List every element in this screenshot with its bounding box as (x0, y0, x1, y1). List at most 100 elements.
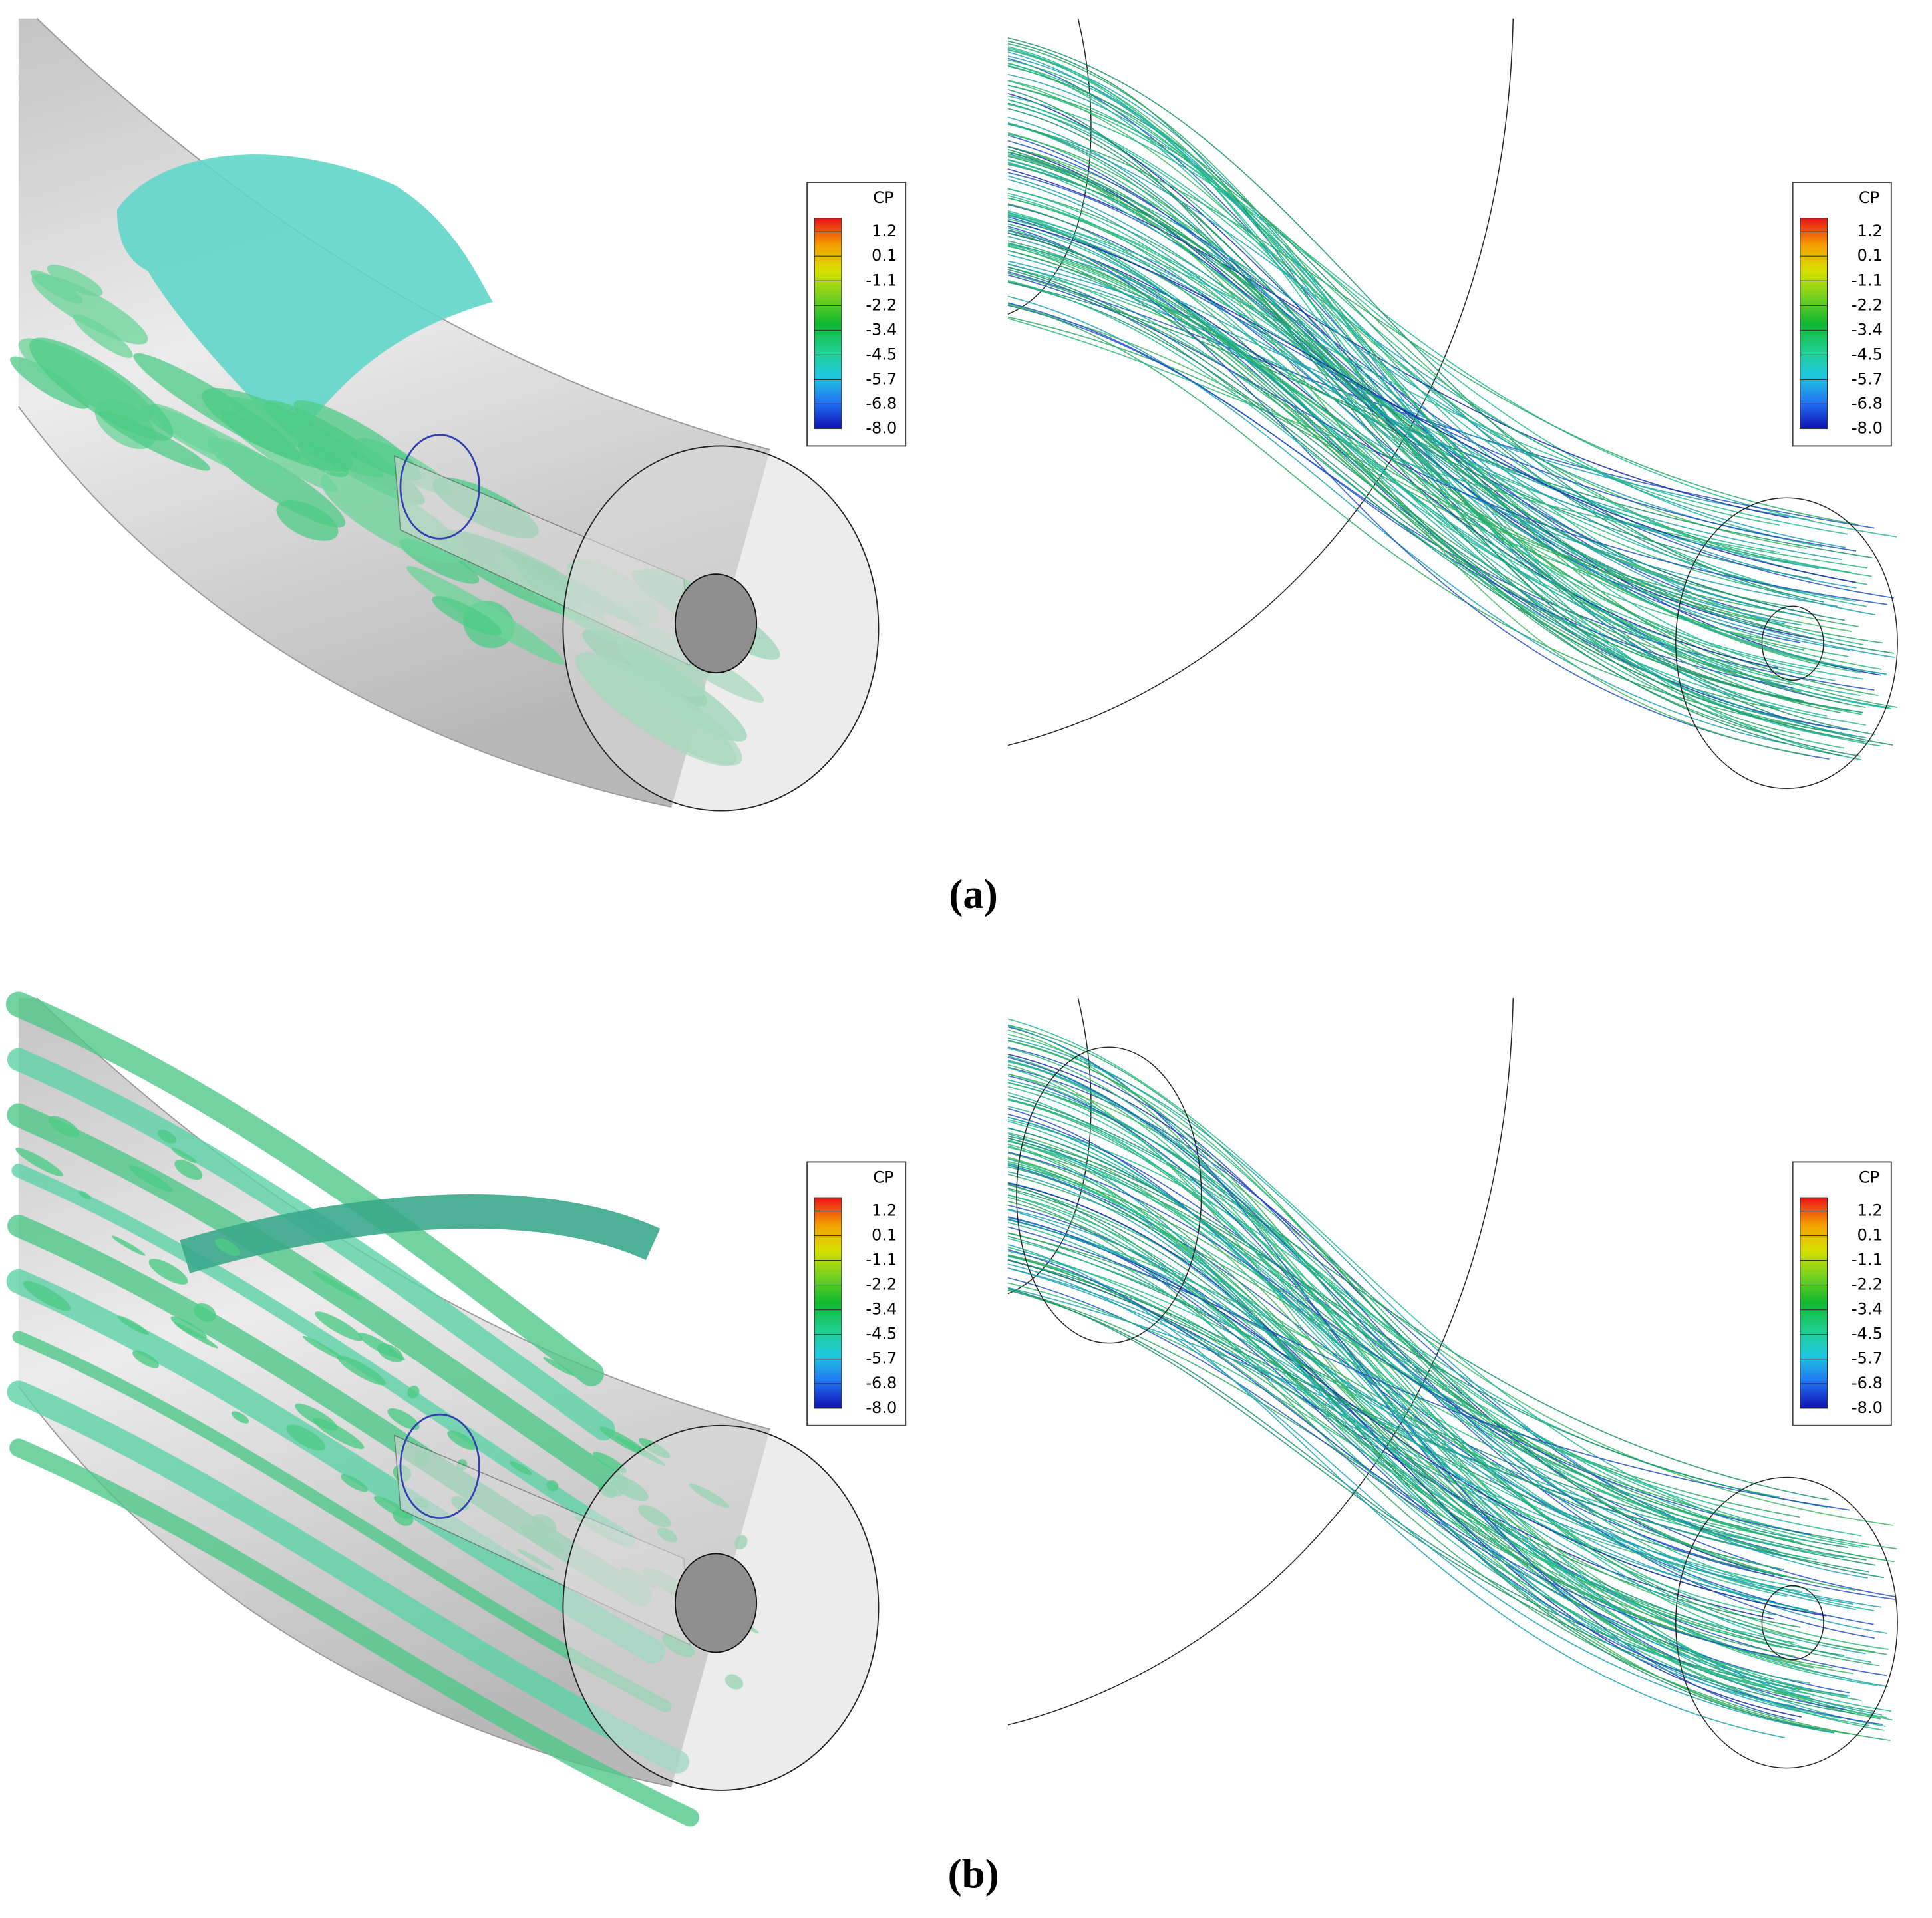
colorbar-label: -3.4 (866, 320, 897, 339)
streamline (1007, 1060, 1842, 1719)
domain-arc (1007, 998, 1514, 1726)
vortex-blob (157, 1129, 177, 1144)
streamline (1007, 49, 1776, 708)
streamline (1007, 1029, 1846, 1678)
streamline (1007, 122, 1846, 548)
vortex-tube (5, 991, 604, 1386)
vortex-blob (406, 566, 565, 665)
colorbar: CP 1.2 0.1 -1.1 -2.2 -3.4 -4.5 -5.7 -6.8 -8.0 (1792, 1161, 1892, 1426)
streamline-view (1007, 997, 1898, 1769)
colorbar-title: CP (873, 1168, 893, 1187)
inner-inlet (399, 1413, 480, 1519)
vortex-blob (340, 1474, 369, 1492)
streamline (1007, 1146, 1895, 1563)
streamline (1007, 1067, 1886, 1727)
streamline (1007, 295, 1786, 744)
subfigure-caption: (b) (948, 1850, 999, 1897)
figure-row: CP 1.2 0.1 -1.1 -2.2 -3.4 -4.5 -5.7 -6.8 -8.0 CP 1.… (5, 991, 1898, 1827)
inner-outlet (675, 1553, 758, 1653)
colorbar-label: -3.4 (1852, 320, 1883, 339)
streamline (1007, 243, 1820, 569)
colorbar-label: -5.7 (866, 1349, 897, 1368)
vortex-sheet (116, 154, 493, 444)
streamline (1007, 1152, 1862, 1701)
vortex-blob (303, 1336, 344, 1360)
vortex-blob (407, 1385, 420, 1399)
streamline (1007, 146, 1849, 669)
streamline (1007, 273, 1785, 613)
streamline (1007, 1092, 1844, 1559)
streamline (1007, 1194, 1809, 1653)
colorbar-label: -4.5 (1852, 1325, 1883, 1343)
streamline (1007, 37, 1824, 603)
colorbar-label: -4.5 (866, 1325, 897, 1343)
streamline (1007, 1094, 1830, 1501)
streamline (1007, 43, 1866, 708)
colorbar-label: 0.1 (1857, 246, 1883, 265)
vortex-blob (78, 1190, 92, 1199)
streamline (1007, 1201, 1833, 1669)
vortex-blob (194, 1303, 216, 1322)
streamline (1007, 1056, 1875, 1639)
streamline (1007, 159, 1876, 615)
streamline (1007, 1182, 1802, 1718)
streamline (1007, 215, 1895, 658)
isosurface-view (10, 18, 880, 812)
streamline (1007, 156, 1787, 633)
vortex-blob (373, 1496, 411, 1519)
vortex-blob (128, 1165, 173, 1192)
colorbar-label: 0.1 (872, 246, 897, 265)
vortex-blob (297, 440, 349, 478)
streamline (1007, 99, 1867, 607)
streamline (1007, 263, 1836, 681)
vortex-tube (9, 1438, 699, 1827)
vortex-blob (377, 1343, 404, 1363)
vortex-blob (174, 1322, 218, 1349)
colorbar-bar (1800, 218, 1828, 430)
vortex-tube (7, 1103, 628, 1497)
inlet-ring (1016, 1046, 1202, 1344)
streamline (1007, 1267, 1853, 1605)
vortex-blob (387, 1408, 420, 1430)
streamline (1007, 1249, 1786, 1659)
streamline (1007, 212, 1861, 696)
streamline (1007, 1188, 1845, 1657)
vortex-blob (276, 500, 339, 541)
streamline (1007, 151, 1841, 713)
streamline (1007, 269, 1867, 743)
streamline (1007, 1162, 1862, 1537)
streamline (1007, 1189, 1810, 1684)
colorbar-label: -2.2 (866, 1275, 897, 1294)
vortex-blob (546, 1480, 559, 1492)
vortex-blob (133, 353, 301, 460)
streamline (1007, 1024, 1855, 1591)
streamline (1007, 1237, 1778, 1547)
inner-inlet (399, 434, 480, 540)
streamline (1007, 254, 1838, 607)
streamline (1007, 1106, 1875, 1611)
colorbar-label: -1.1 (1852, 1251, 1883, 1269)
vortex-blob (293, 400, 422, 481)
streamline (1007, 172, 1801, 643)
colorbar-label: 1.2 (1857, 1201, 1883, 1220)
vortex-blob (315, 1311, 363, 1341)
colorbar-label: 1.2 (872, 1201, 897, 1220)
streamline (1007, 1183, 1797, 1661)
streamline (1007, 1196, 1891, 1741)
streamline (1007, 243, 1791, 681)
colorbar-label: -5.7 (1852, 1349, 1883, 1368)
streamline (1007, 84, 1790, 563)
colorbar-label: -1.1 (866, 1251, 897, 1269)
figure-row: CP 1.2 0.1 -1.1 -2.2 -3.4 -4.5 -5.7 -6.8 -8.0 CP 1.… (10, 18, 1898, 812)
streamline (1007, 267, 1815, 706)
streamline (1007, 1086, 1871, 1663)
streamline (1007, 73, 1801, 616)
streamline (1007, 1151, 1812, 1535)
streamline (1007, 95, 1823, 548)
streamline (1007, 1259, 1869, 1573)
colorbar-label: -1.1 (1852, 271, 1883, 289)
vortex-tube (7, 1380, 690, 1774)
streamline (1007, 154, 1808, 756)
colorbar-label: -3.4 (1852, 1300, 1883, 1319)
